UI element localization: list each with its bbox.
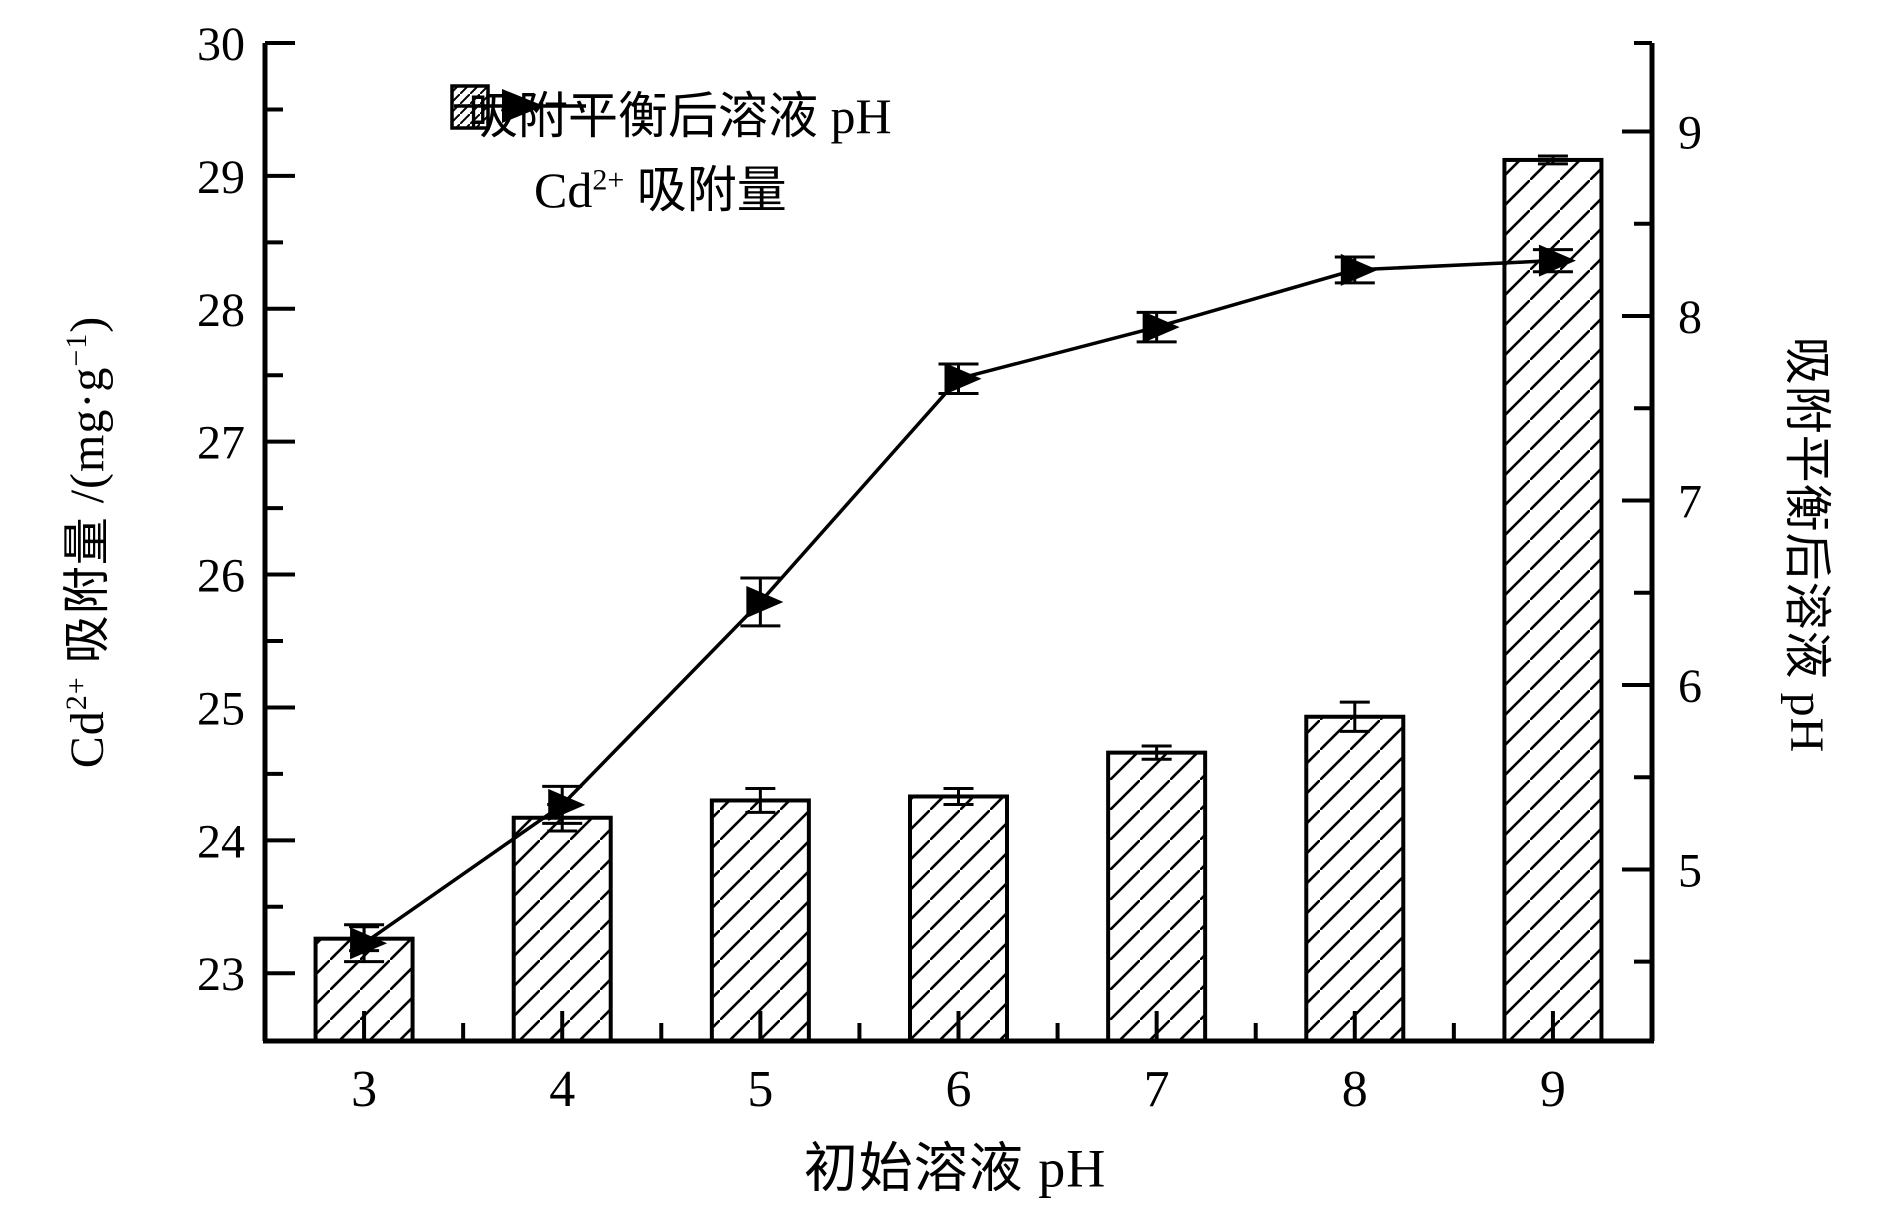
- marker-ph8: [1340, 253, 1378, 286]
- right-tick-label: 8: [1678, 291, 1702, 344]
- legend-label-ph: 吸附平衡后溶液 pH: [468, 88, 892, 144]
- right-tick-label: 5: [1678, 844, 1702, 897]
- bar-ph7: [1106, 750, 1208, 1043]
- left-axis-title-mid: 吸附量 /(mg·g: [61, 366, 114, 677]
- right-tick-label: 6: [1678, 660, 1702, 713]
- left-tick-label: 29: [197, 151, 245, 204]
- marker-ph7: [1142, 311, 1180, 344]
- x-tick-label: 8: [1342, 1061, 1368, 1118]
- bar-ph4: [511, 815, 613, 1043]
- right-axis-title: 吸附平衡后溶液 pH: [1780, 336, 1833, 754]
- left-axis-title-text: Cd: [61, 710, 114, 769]
- left-tick-label: 30: [197, 18, 245, 71]
- left-tick-label: 28: [197, 284, 245, 337]
- left-tick-label: 26: [197, 550, 245, 603]
- x-tick-label: 3: [351, 1061, 377, 1118]
- legend: 吸附平衡后溶液 pH Cd2+ 吸附量: [450, 84, 892, 218]
- left-axis-title-sup: 2+: [60, 676, 93, 711]
- x-axis-title: 初始溶液 pH: [803, 1138, 1107, 1199]
- marker-ph4: [548, 788, 586, 821]
- marker-ph5: [746, 585, 784, 618]
- marker-ph6: [944, 362, 982, 395]
- left-tick-label: 25: [197, 682, 245, 735]
- bar-ph5: [709, 798, 811, 1043]
- left-tick-label: 24: [197, 815, 245, 868]
- bar-ph8: [1304, 714, 1406, 1044]
- marker-ph3: [350, 927, 388, 960]
- hatched-swatch-icon: [450, 84, 490, 130]
- x-tick-label: 9: [1540, 1061, 1566, 1118]
- left-axis-title-sup2: −1: [60, 332, 93, 367]
- bar-ph6: [908, 794, 1009, 1043]
- x-tick-label: 7: [1144, 1061, 1170, 1118]
- marker-ph9: [1538, 244, 1576, 277]
- left-axis-title-post: ): [61, 315, 114, 333]
- left-tick-label: 27: [197, 417, 245, 470]
- left-axis-title: Cd2+ 吸附量 /(mg·g−1): [47, 316, 117, 769]
- x-tick-label: 4: [549, 1061, 575, 1118]
- legend-item-ph-line: 吸附平衡后溶液 pH: [450, 84, 892, 144]
- x-tick-label: 5: [747, 1061, 773, 1118]
- x-tick-label: 6: [946, 1061, 972, 1118]
- bar-ph9: [1502, 157, 1604, 1043]
- right-tick-label: 7: [1678, 475, 1702, 528]
- right-tick-label: 9: [1678, 107, 1702, 160]
- legend-label-cd: Cd2+ 吸附量: [534, 162, 787, 218]
- left-tick-label: 23: [197, 948, 245, 1001]
- legend-item-cd-bar: Cd2+ 吸附量: [450, 84, 892, 218]
